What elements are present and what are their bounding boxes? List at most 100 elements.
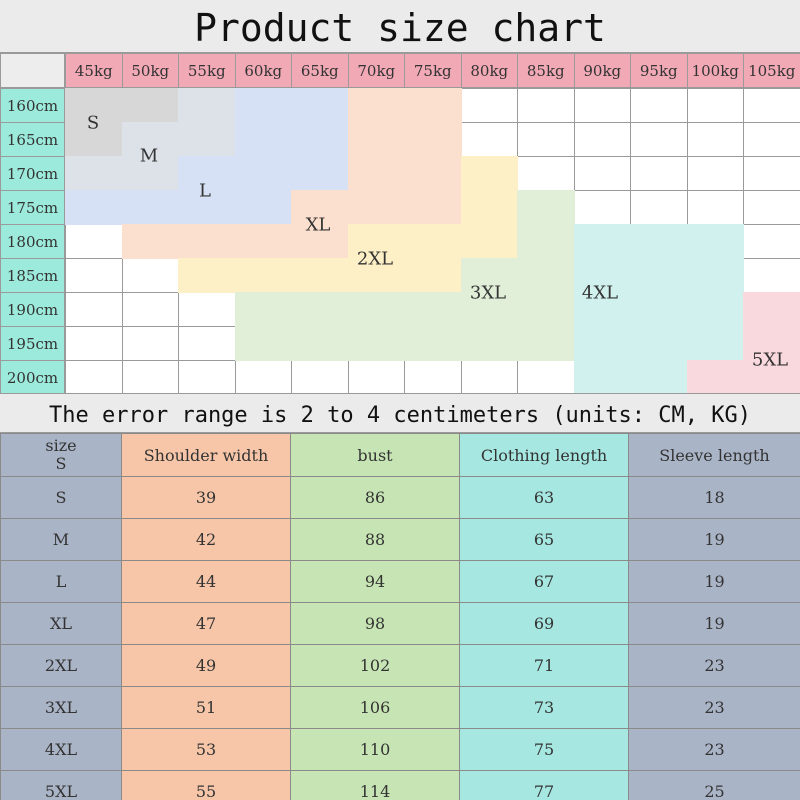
size-zone-5xl (743, 326, 800, 361)
grid-cell (65, 258, 123, 293)
grid-cell (630, 190, 688, 225)
grid-cell (743, 156, 800, 191)
size-zone-3xl (517, 224, 575, 259)
size-zone-2xl (347, 224, 518, 259)
table-row: M 42 88 65 19 (0, 518, 800, 561)
grid-cell (121, 360, 179, 395)
grid-cell (743, 258, 800, 293)
grid-cell (347, 360, 405, 395)
size-zone-2xl (178, 258, 462, 293)
height-header-cell: 195cm (0, 326, 65, 361)
size-zone-3xl (234, 292, 575, 327)
grid-cell (65, 292, 123, 327)
grid-cell (178, 292, 236, 327)
size-zone-4xl (573, 258, 744, 293)
grid-cell (743, 122, 800, 157)
size-zone-3xl (234, 326, 575, 361)
grid-cell (743, 190, 800, 225)
grid-cell (517, 360, 575, 395)
table-cell: 65 (459, 518, 629, 561)
table-row: XL 47 98 69 19 (0, 602, 800, 645)
table-cell: 25 (628, 770, 800, 800)
grid-cell (630, 88, 688, 123)
table-cell: 44 (121, 560, 291, 603)
grid-cell (234, 360, 292, 395)
height-header-cell: 170cm (0, 156, 65, 191)
table-cell: 5XL (0, 770, 122, 800)
grid-cell (630, 122, 688, 157)
table-cell: 94 (290, 560, 460, 603)
weight-header-cell: 65kg (291, 53, 349, 88)
size-zone-label: 2XL (356, 248, 394, 270)
table-cell: 63 (459, 476, 629, 519)
table-cell: 75 (459, 728, 629, 771)
grid-cell (686, 122, 744, 157)
table-cell: L (0, 560, 122, 603)
grid-corner (0, 53, 65, 88)
size-zone-l (178, 156, 349, 191)
weight-header-cell: 90kg (573, 53, 631, 88)
size-zone-m (178, 88, 236, 123)
size-zone-5xl (686, 360, 800, 395)
table-header-cell: Clothing length (459, 433, 629, 477)
grid-cell (65, 360, 123, 395)
size-zone-2xl (460, 156, 518, 191)
table-header-cell: size S (0, 433, 122, 477)
grid-cell (121, 258, 179, 293)
size-measurement-table: size S Shoulder width bust Clothing length S… (0, 433, 800, 800)
grid-cell (178, 360, 236, 395)
table-row: 4XL 53 110 75 23 (0, 728, 800, 771)
table-cell: 51 (121, 686, 291, 729)
size-zone-xl (347, 156, 462, 191)
grid-cell (743, 88, 800, 123)
grid-cell (65, 224, 123, 259)
table-cell: 102 (290, 644, 460, 687)
table-cell: 49 (121, 644, 291, 687)
grid-cell (291, 360, 349, 395)
table-row: L 44 94 67 19 (0, 560, 800, 603)
grid-cell (573, 156, 631, 191)
size-zone-label: 5XL (751, 349, 789, 371)
size-zone-s (65, 88, 179, 123)
table-cell: 106 (290, 686, 460, 729)
page-title: Product size chart (0, 0, 800, 53)
table-header-cell: Shoulder width (121, 433, 291, 477)
table-cell: 42 (121, 518, 291, 561)
weight-header-cell: 95kg (630, 53, 688, 88)
size-zone-xl (291, 190, 462, 225)
table-cell: 55 (121, 770, 291, 800)
table-header-cell: bust (290, 433, 460, 477)
grid-cell (404, 360, 462, 395)
grid-cell (743, 224, 800, 259)
grid-cell (460, 360, 518, 395)
height-header-cell: 160cm (0, 88, 65, 123)
size-zone-4xl (573, 224, 744, 259)
size-zone-3xl (460, 258, 575, 293)
table-cell: 4XL (0, 728, 122, 771)
table-cell: M (0, 518, 122, 561)
height-header-cell: 180cm (0, 224, 65, 259)
table-cell: 23 (628, 644, 800, 687)
size-zone-l (234, 88, 349, 123)
table-cell: 71 (459, 644, 629, 687)
size-zone-xl (347, 88, 462, 123)
grid-cell (460, 122, 518, 157)
size-zone-label: XL (305, 214, 331, 236)
table-cell: 19 (628, 518, 800, 561)
grid-cell (686, 190, 744, 225)
size-zone-xl (121, 224, 349, 259)
table-cell: S (0, 476, 122, 519)
size-zone-2xl (460, 190, 518, 225)
size-zone-s (65, 122, 123, 157)
weight-header-cell: 50kg (121, 53, 179, 88)
size-zone-3xl (517, 190, 575, 225)
grid-cell (686, 156, 744, 191)
size-zone-xl (347, 122, 462, 157)
size-zone-m (121, 122, 236, 157)
table-cell: 23 (628, 686, 800, 729)
table-cell: 69 (459, 602, 629, 645)
weight-header-cell: 100kg (686, 53, 744, 88)
table-cell: 2XL (0, 644, 122, 687)
grid-cell (630, 156, 688, 191)
